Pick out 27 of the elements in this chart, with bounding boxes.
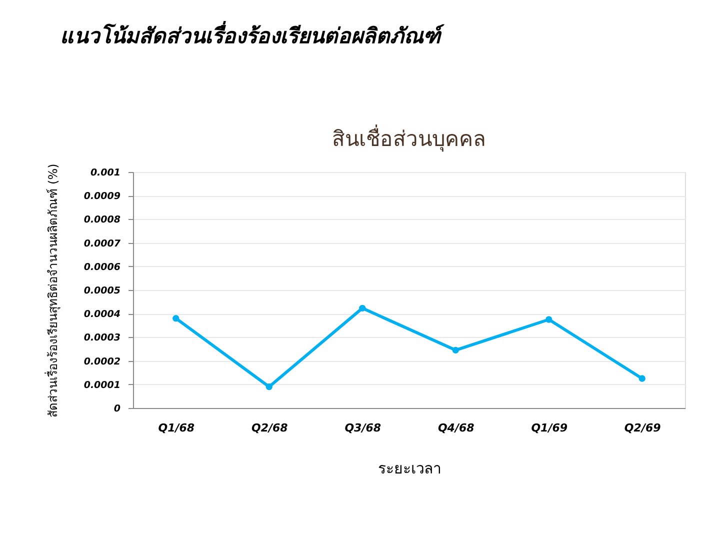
y-axis-title: สัดส่วนเรื่องร้องเรียนสุทธิต่อจำนวนผลิตภัณฑ์ (%) xyxy=(44,164,61,418)
x-tick-label: Q3/68 xyxy=(344,422,382,434)
y-tick-label: 0.0007 xyxy=(84,238,121,250)
y-tick-label: 0.0002 xyxy=(84,356,121,368)
y-tick-label: 0 xyxy=(114,404,121,414)
point xyxy=(546,316,552,323)
y-tick-label: 0.0004 xyxy=(84,309,121,320)
point xyxy=(452,346,459,354)
x-tick-label: Q2/69 xyxy=(624,422,662,434)
point xyxy=(266,383,272,390)
y-tick-label: 0.0005 xyxy=(84,286,121,296)
y-tick-label: 0.0009 xyxy=(84,191,121,202)
chart-subtitle: สินเชื่อส่วนบุคคล xyxy=(332,124,486,152)
x-tick-label: Q1/69 xyxy=(531,422,568,434)
x-tick-label: Q1/68 xyxy=(158,422,195,434)
point xyxy=(638,375,646,382)
point xyxy=(359,304,366,312)
y-tick-label: 0.0006 xyxy=(84,262,121,273)
y-tick-label: 0.001 xyxy=(90,168,120,178)
chart-title: แนวโน้มสัดส่วนเรื่องร้องเรียนต่อผลิตภัณฑ์ xyxy=(60,21,445,48)
y-tick-label: 0.0001 xyxy=(84,380,120,391)
x-tick-label: Q4/68 xyxy=(438,422,475,434)
y-tick-label: 0.0008 xyxy=(84,214,121,226)
x-axis-title: ระยะเวลา xyxy=(378,460,441,478)
point xyxy=(172,314,180,322)
x-tick-label: Q2/68 xyxy=(251,422,288,434)
y-tick-label: 0.0003 xyxy=(84,332,121,344)
